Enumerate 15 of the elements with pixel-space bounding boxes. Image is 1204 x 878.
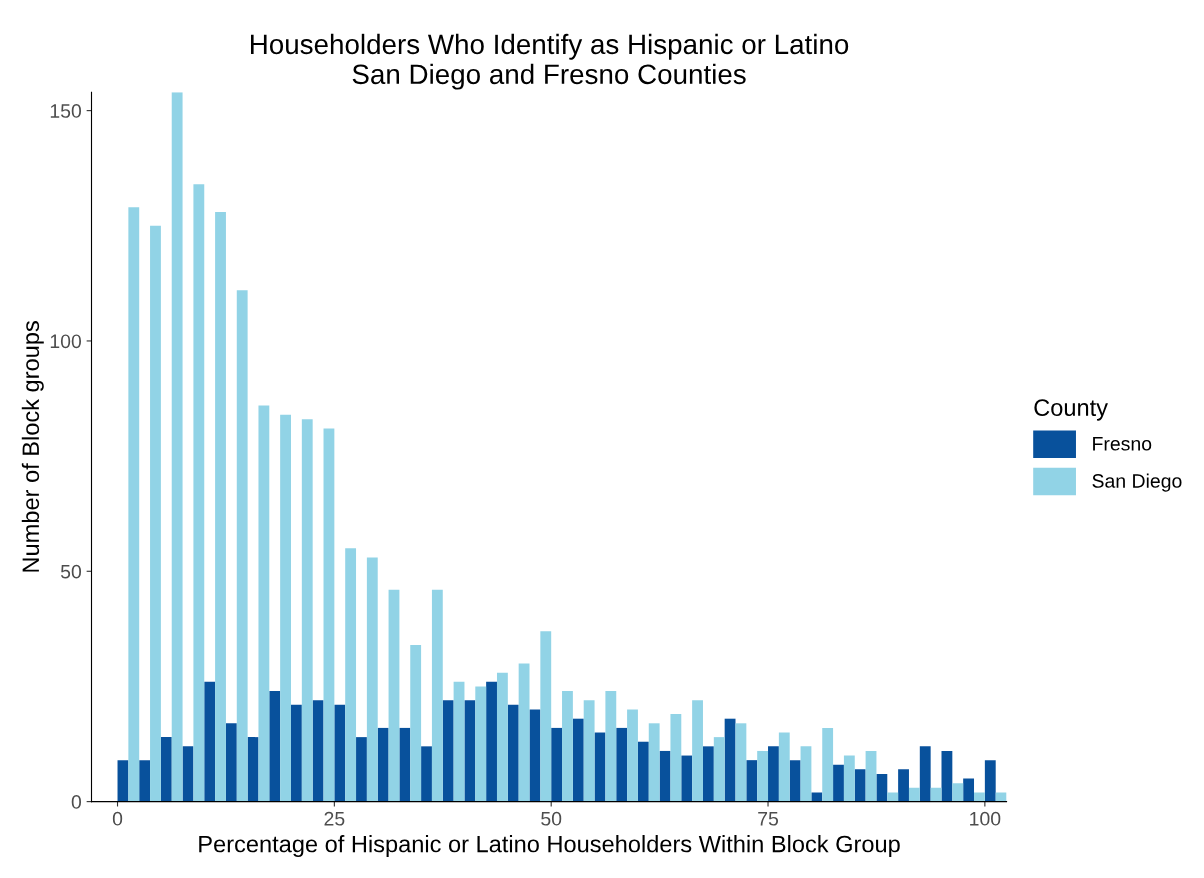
y-axis-title: Number of Block groups [21, 321, 44, 572]
x-tick-label: 75 [758, 812, 779, 826]
x-tick-label: 50 [541, 811, 562, 826]
y-tick-label: 100 [50, 334, 82, 349]
x-axis-title: Percentage of Hispanic or Latino Householders Within Block Group [199, 835, 900, 858]
y-tick-label: 150 [50, 104, 82, 118]
y-tick-label: 0 [71, 795, 82, 809]
legend-label: San Diego [1092, 473, 1182, 492]
x-tick-label: 100 [970, 811, 1001, 826]
x-tick-label: 0 [112, 811, 123, 826]
x-tick-label: 25 [324, 811, 345, 826]
legend-label: Fresno [1093, 437, 1152, 451]
y-tick-label: 50 [60, 564, 82, 579]
chart-title: Householders Who Identify as Hispanic or Latino San Diego and Fresno Counties [251, 33, 849, 90]
legend-title: County [1034, 399, 1108, 421]
